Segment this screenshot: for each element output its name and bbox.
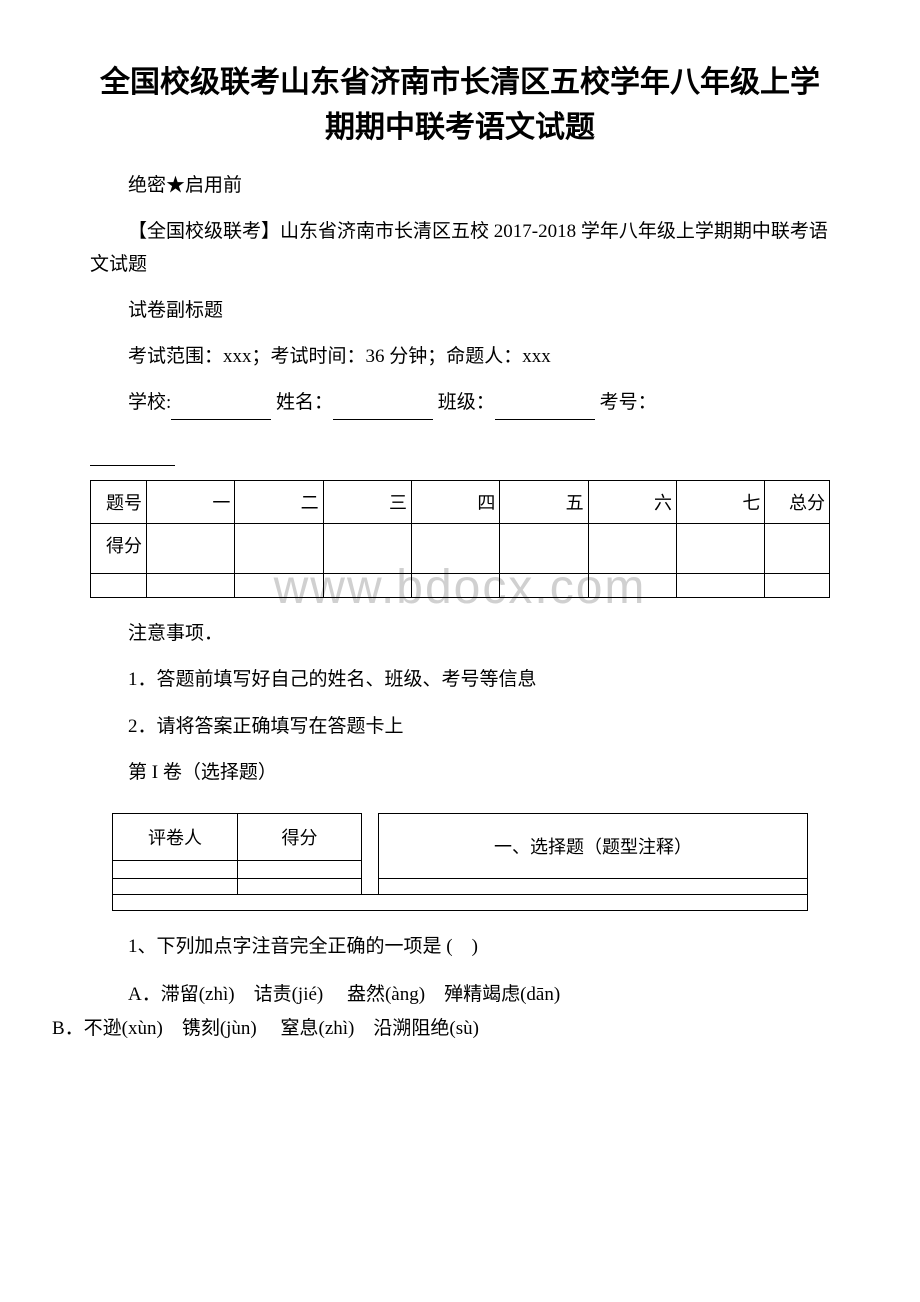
section-table: 评卷人 得分 一、选择题（题型注释） (112, 813, 808, 911)
col-2: 二 (235, 481, 323, 524)
option-a: A．滞留(zhì) 诘责(jié) 盎然(àng) 殚精竭虑(dān) (128, 984, 560, 1005)
row-header-qnum: 题号 (91, 481, 147, 524)
col-6: 六 (588, 481, 676, 524)
table-row (113, 879, 808, 895)
class-label: 班级： (438, 392, 495, 413)
grader-header: 评卷人 (113, 814, 238, 861)
row-header-score: 得分 (91, 524, 147, 574)
col-total: 总分 (765, 481, 830, 524)
exam-info: 考试范围：xxx；考试时间：36 分钟；命题人：xxx (90, 341, 830, 373)
score-cell[interactable] (412, 524, 500, 574)
table-row (113, 895, 808, 911)
examno-blank-row (90, 434, 830, 466)
notice-item-2: 2．请将答案正确填写在答题卡上 (90, 711, 830, 743)
fill-in-row: 学校: 姓名： 班级： 考号： (90, 387, 830, 419)
table-row: 题号 一 二 三 四 五 六 七 总分 (91, 481, 830, 524)
score-cell[interactable] (500, 524, 588, 574)
col-5: 五 (500, 481, 588, 524)
score-cell[interactable] (237, 861, 362, 879)
score-cell[interactable] (323, 524, 411, 574)
col-3: 三 (323, 481, 411, 524)
volume-label: 第 I 卷（选择题） (90, 757, 830, 789)
school-label: 学校: (128, 392, 171, 413)
empty-cell (588, 574, 676, 598)
score-cell[interactable] (235, 524, 323, 574)
subtitle: 【全国校级联考】山东省济南市长清区五校 2017-2018 学年八年级上学期期中… (90, 216, 830, 281)
col-1: 一 (147, 481, 235, 524)
document-title: 全国校级联考山东省济南市长清区五校学年八年级上学期期中联考语文试题 (90, 60, 830, 150)
paper-subtitle: 试卷副标题 (90, 295, 830, 327)
section-title: 一、选择题（题型注释） (379, 814, 808, 879)
examno-label: 考号： (600, 392, 657, 413)
empty-cell (91, 574, 147, 598)
score-cell[interactable] (588, 524, 676, 574)
empty-cell (323, 574, 411, 598)
name-label: 姓名： (276, 392, 333, 413)
empty-cell (147, 574, 235, 598)
score-cell[interactable] (676, 524, 764, 574)
empty-cell (113, 895, 808, 911)
table-row: 得分 (91, 524, 830, 574)
empty-cell (113, 879, 238, 895)
score-cell[interactable] (147, 524, 235, 574)
empty-cell (235, 574, 323, 598)
class-blank[interactable] (495, 397, 595, 420)
score-table: 题号 一 二 三 四 五 六 七 总分 得分 (90, 480, 830, 598)
empty-cell (765, 574, 830, 598)
empty-cell (379, 879, 808, 895)
table-row (91, 574, 830, 598)
col-4: 四 (412, 481, 500, 524)
empty-cell (500, 574, 588, 598)
empty-cell (676, 574, 764, 598)
empty-cell (237, 879, 362, 895)
grader-cell[interactable] (113, 861, 238, 879)
table-row: 评卷人 得分 一、选择题（题型注释） (113, 814, 808, 861)
examno-blank[interactable] (90, 443, 175, 466)
score-cell[interactable] (765, 524, 830, 574)
question-1-options: A．滞留(zhì) 诘责(jié) 盎然(àng) 殚精竭虑(dān) B．不逊… (90, 978, 830, 1046)
option-b: B．不逊(xùn) 镌刻(jùn) 窒息(zhì) 沿溯阻绝(sù) (52, 1018, 479, 1039)
gap-cell (362, 814, 379, 895)
empty-cell (412, 574, 500, 598)
name-blank[interactable] (333, 397, 433, 420)
score-header: 得分 (237, 814, 362, 861)
notice-title: 注意事项． (90, 618, 830, 650)
confidential-label: 绝密★启用前 (90, 170, 830, 202)
col-7: 七 (676, 481, 764, 524)
school-blank[interactable] (171, 397, 271, 420)
notice-item-1: 1．答题前填写好自己的姓名、班级、考号等信息 (90, 664, 830, 696)
question-1-stem: 1、下列加点字注音完全正确的一项是 ( ) (90, 931, 830, 963)
document-content: 全国校级联考山东省济南市长清区五校学年八年级上学期期中联考语文试题 绝密★启用前… (90, 60, 830, 1046)
